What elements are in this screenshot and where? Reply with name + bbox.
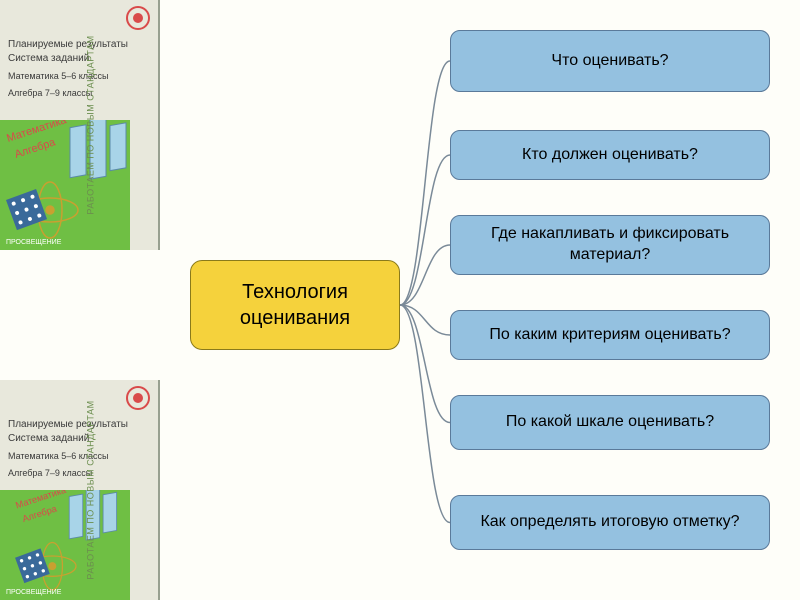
book-header-line: Планируемые результаты (8, 418, 128, 432)
math-shapes-icon: Математика Алгебра (0, 490, 130, 600)
central-label: Технология оценивания (191, 279, 399, 331)
book-side-label: РАБОТАЕМ ПО НОВЫМ СТАНДАРТАМ (85, 35, 95, 214)
question-label: Кто должен оценивать? (522, 145, 698, 166)
book-subject: Математика 5–6 классы (8, 70, 128, 83)
book-header-line: Система заданий (8, 432, 128, 446)
book-art: Математика Алгебра ПРОСВЕЩЕНИЕ (0, 120, 130, 250)
question-node: По каким критериям оценивать? (450, 310, 770, 360)
book-header-text: Планируемые результаты Система заданий М… (8, 418, 128, 479)
book-subject: Математика 5–6 классы (8, 450, 128, 463)
book-header-text: Планируемые результаты Система заданий М… (8, 38, 128, 99)
fgos-logo-icon (126, 386, 150, 410)
central-node: Технология оценивания (190, 260, 400, 350)
question-label: Как определять итоговую отметку? (480, 512, 739, 533)
publisher-label: ПРОСВЕЩЕНИЕ (6, 589, 61, 596)
book-cover-top: Планируемые результаты Система заданий М… (0, 0, 160, 250)
question-node: Что оценивать? (450, 30, 770, 92)
question-label: Где накапливать и фиксировать материал? (465, 224, 755, 266)
question-node: Кто должен оценивать? (450, 130, 770, 180)
book-header-line: Планируемые результаты (8, 38, 128, 52)
question-node: Как определять итоговую отметку? (450, 495, 770, 550)
book-side-label: РАБОТАЕМ ПО НОВЫМ СТАНДАРТАМ (85, 400, 95, 579)
book-header-line: Система заданий (8, 52, 128, 66)
question-label: Что оценивать? (551, 51, 668, 72)
book-subject: Алгебра 7–9 классы (8, 87, 128, 100)
question-label: По каким критериям оценивать? (489, 325, 730, 346)
book-subject: Алгебра 7–9 классы (8, 467, 128, 480)
question-node: По какой шкале оценивать? (450, 395, 770, 450)
question-node: Где накапливать и фиксировать материал? (450, 215, 770, 275)
assessment-technology-diagram: Технология оценивания Что оценивать? Кто … (160, 0, 800, 600)
question-label: По какой шкале оценивать? (506, 412, 714, 433)
book-cover-bottom: Планируемые результаты Система заданий М… (0, 380, 160, 600)
math-shapes-icon: Математика Алгебра (0, 120, 130, 250)
publisher-label: ПРОСВЕЩЕНИЕ (6, 239, 61, 246)
fgos-logo-icon (126, 6, 150, 30)
book-art: Математика Алгебра ПРОСВЕЩЕНИЕ (0, 490, 130, 600)
